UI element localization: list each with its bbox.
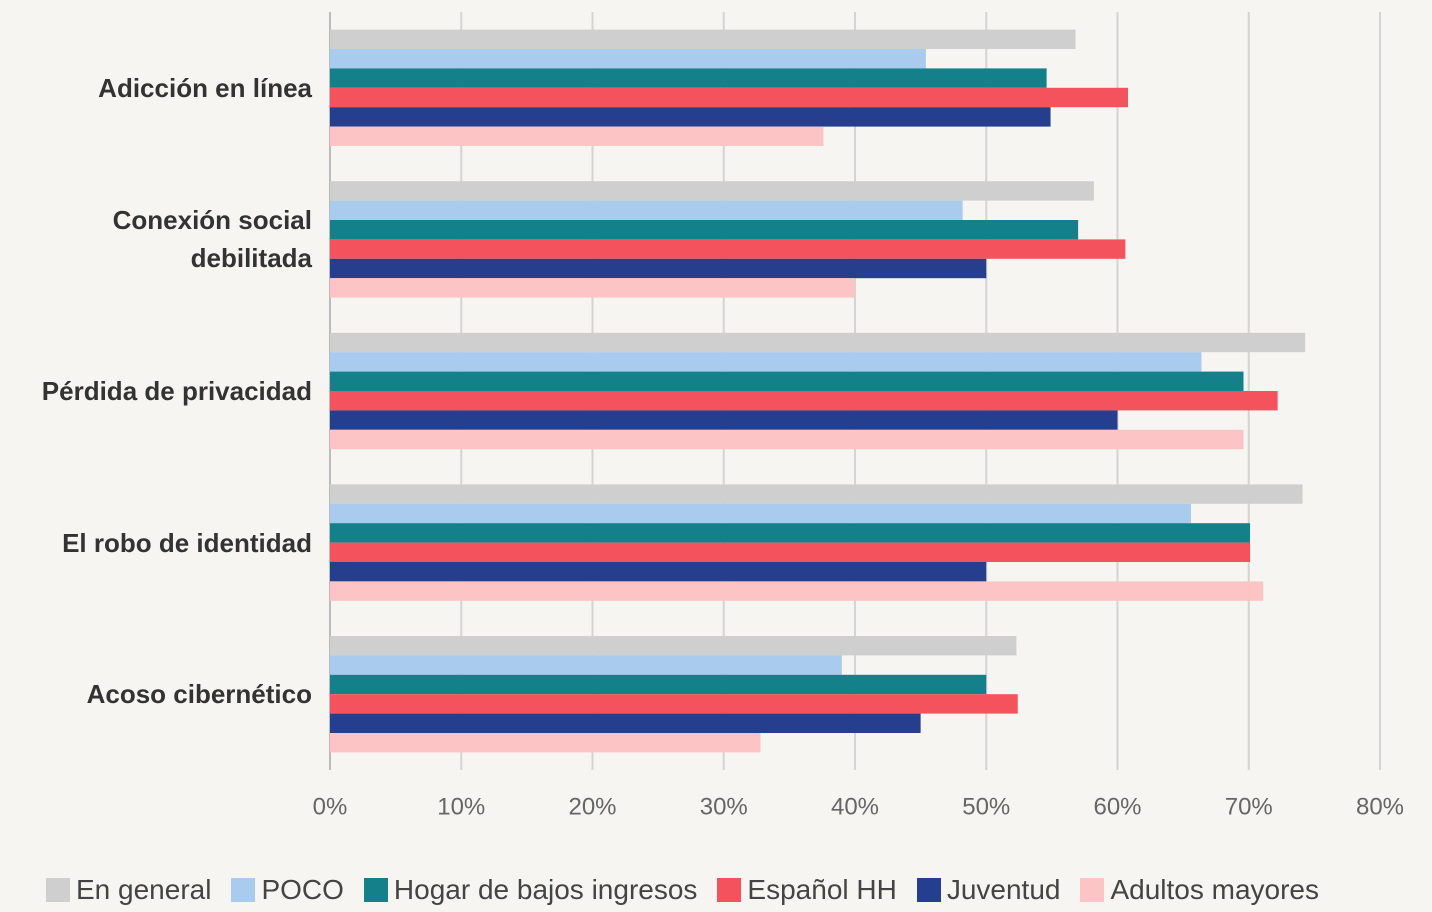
category-label: Conexión social debilitada <box>112 205 312 274</box>
bar <box>330 107 1051 127</box>
legend-label: Adultos mayores <box>1110 874 1320 905</box>
category-label: Pérdida de privacidad <box>41 376 312 406</box>
bar <box>330 352 1202 372</box>
legend-item: Adultos mayores <box>1080 874 1319 906</box>
x-tick-label: 60% <box>1093 793 1141 820</box>
bar <box>330 655 842 675</box>
x-tick-label: 80% <box>1356 793 1404 820</box>
bar <box>330 332 1306 353</box>
bar <box>330 278 855 298</box>
bar <box>330 523 1251 543</box>
legend-swatch <box>1080 878 1105 902</box>
x-tick-label: 50% <box>962 793 1010 820</box>
x-tick-label: 10% <box>437 793 485 820</box>
legend-label: Español HH <box>747 874 897 905</box>
bar <box>330 239 1126 259</box>
x-tick-label: 40% <box>831 793 879 820</box>
legend-item: En general <box>46 874 211 906</box>
legend-label: Juventud <box>946 874 1061 905</box>
category-label: Adicción en línea <box>98 72 312 103</box>
bar <box>330 713 921 733</box>
x-tick-label: 0% <box>313 793 348 820</box>
bar <box>330 562 987 582</box>
x-tick-label: 70% <box>1225 793 1273 820</box>
bar <box>330 220 1079 240</box>
bar <box>330 29 1076 49</box>
bar <box>330 181 1094 201</box>
legend-item: Juventud <box>916 874 1061 906</box>
legend-swatch <box>231 878 256 902</box>
bar <box>330 391 1278 411</box>
legend-swatch <box>363 878 388 902</box>
bar <box>330 258 987 279</box>
legend-item: Español HH <box>717 874 897 906</box>
bar <box>330 200 963 220</box>
bar <box>330 484 1303 504</box>
bar <box>330 503 1191 524</box>
bar <box>330 87 1128 108</box>
bar <box>330 542 1251 562</box>
legend-swatch <box>916 878 941 902</box>
legend-swatch <box>46 878 70 902</box>
bar <box>330 68 1047 88</box>
legend-swatch <box>717 878 742 902</box>
bar <box>330 674 987 695</box>
legend: En general POCO Hogar de bajos ingresos Esp… <box>46 874 1319 906</box>
bar <box>330 581 1264 601</box>
category-label: Acoso cibernético <box>86 679 312 710</box>
legend-label: Hogar de bajos ingresos <box>393 874 698 905</box>
category-label: El robo de identidad <box>62 527 312 558</box>
x-tick-label: 20% <box>568 793 616 820</box>
x-tick-label: 30% <box>700 793 748 820</box>
legend-label: En general <box>76 874 212 905</box>
legend-label: POCO <box>261 874 344 905</box>
bar <box>330 636 1017 656</box>
bar <box>330 694 1018 714</box>
bar <box>330 126 824 146</box>
bar <box>330 733 761 753</box>
bar <box>330 49 926 69</box>
bar <box>330 410 1118 430</box>
legend-item: Hogar de bajos ingresos <box>363 874 698 906</box>
legend-item: POCO <box>231 874 344 906</box>
bar <box>330 371 1244 391</box>
bar <box>330 429 1244 450</box>
